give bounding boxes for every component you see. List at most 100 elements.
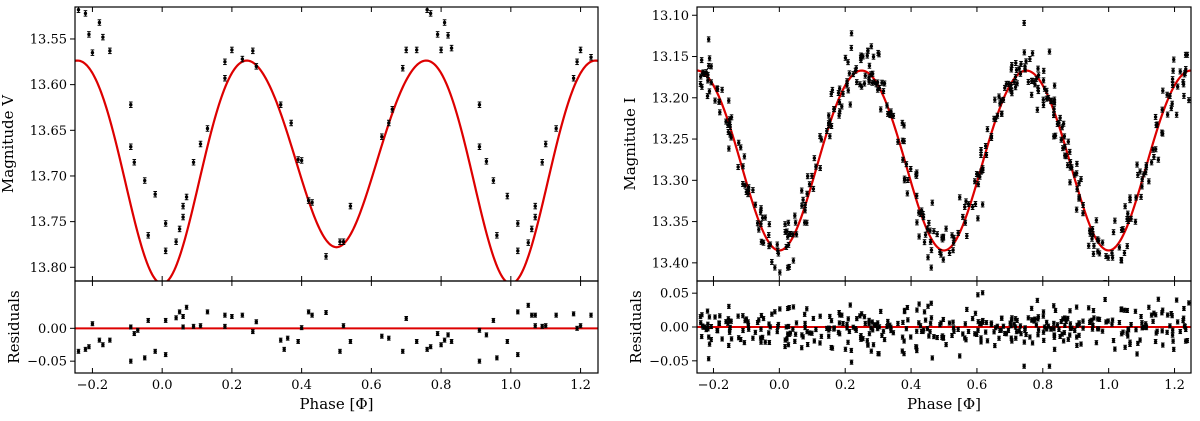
data-point [819,333,824,339]
data-point [706,334,711,340]
data-point [414,338,419,344]
data-point [741,313,745,319]
data-point [446,32,450,39]
data-point [1030,50,1035,57]
data-point [1052,320,1056,326]
data-point [700,312,704,318]
data-point [976,171,980,178]
data-point [1035,106,1040,113]
data-point [1187,300,1191,306]
data-point [1062,330,1067,336]
y-axis-label: Residuals [5,290,23,363]
data-point [963,219,968,226]
y-tick-label: 0.00 [660,321,689,336]
data-point [759,339,763,345]
data-point [425,346,429,352]
data-point [554,312,558,318]
data-point [1030,340,1035,346]
data-point [802,311,807,317]
x-tick-label: −0.2 [77,378,109,393]
data-point [707,88,712,95]
y-tick-label: −0.05 [649,354,689,369]
data-point [289,119,293,127]
data-point [533,202,538,210]
data-point [1178,328,1183,335]
data-point [1165,312,1170,318]
data-point [736,313,740,319]
data-point [932,334,936,340]
x-axis-label: Phase [Φ] [299,395,373,413]
data-point [717,320,721,326]
data-point [477,327,482,333]
data-point [869,348,874,354]
data-point [759,326,763,332]
data-point [917,301,921,307]
data-point [174,238,178,245]
data-point [866,47,870,54]
data-point [1059,136,1064,143]
data-point [993,96,997,103]
data-point [223,58,227,66]
data-point [163,220,168,227]
data-point [1074,304,1079,310]
y-tick-label: 13.10 [652,9,689,24]
data-point [1152,153,1156,160]
data-point [495,232,499,239]
data-point [1117,319,1122,326]
data-point [706,62,711,69]
data-point [976,319,981,325]
data-point [776,321,781,327]
data-point [278,101,283,108]
data-point [727,145,731,152]
data-point [1183,324,1187,330]
data-point [859,83,864,90]
data-point [925,225,930,232]
data-point [1125,210,1130,217]
data-point [495,355,499,361]
data-point [184,304,189,310]
data-point [979,146,983,153]
data-point [863,72,868,79]
data-point [526,302,531,308]
data-point [526,239,531,246]
data-point [1181,78,1185,85]
data-point [1153,146,1158,153]
data-point [956,229,960,236]
data-point [800,202,804,209]
data-point [914,192,919,199]
data-point [428,10,433,17]
data-point [973,178,977,185]
data-point [741,328,745,334]
data-point [729,114,734,121]
data-point [278,337,283,343]
x-tick-label: 0.4 [291,378,312,393]
data-point [174,315,178,321]
data-point [1000,315,1004,321]
data-point [1153,338,1158,345]
data-point [758,209,763,216]
data-point [1086,242,1091,249]
x-tick-label: 1.0 [1098,378,1119,393]
y-axis-label: Residuals [627,290,645,363]
data-point [449,44,454,52]
data-point [142,355,147,361]
data-point [979,339,983,345]
model-curve [75,59,598,281]
data-point [707,55,712,62]
data-point [97,337,102,343]
data-point [914,344,919,350]
data-point [874,81,879,88]
data-point [803,201,807,208]
data-point [1052,82,1057,89]
data-point [83,346,88,352]
data-point [1081,210,1085,217]
data-point [571,311,576,317]
data-point [1095,236,1100,243]
data-point [442,19,447,26]
x-tick-label: 0.6 [361,378,382,393]
data-point [919,207,924,214]
data-point [1081,202,1085,208]
data-point [902,175,907,182]
data-point [1113,217,1117,224]
